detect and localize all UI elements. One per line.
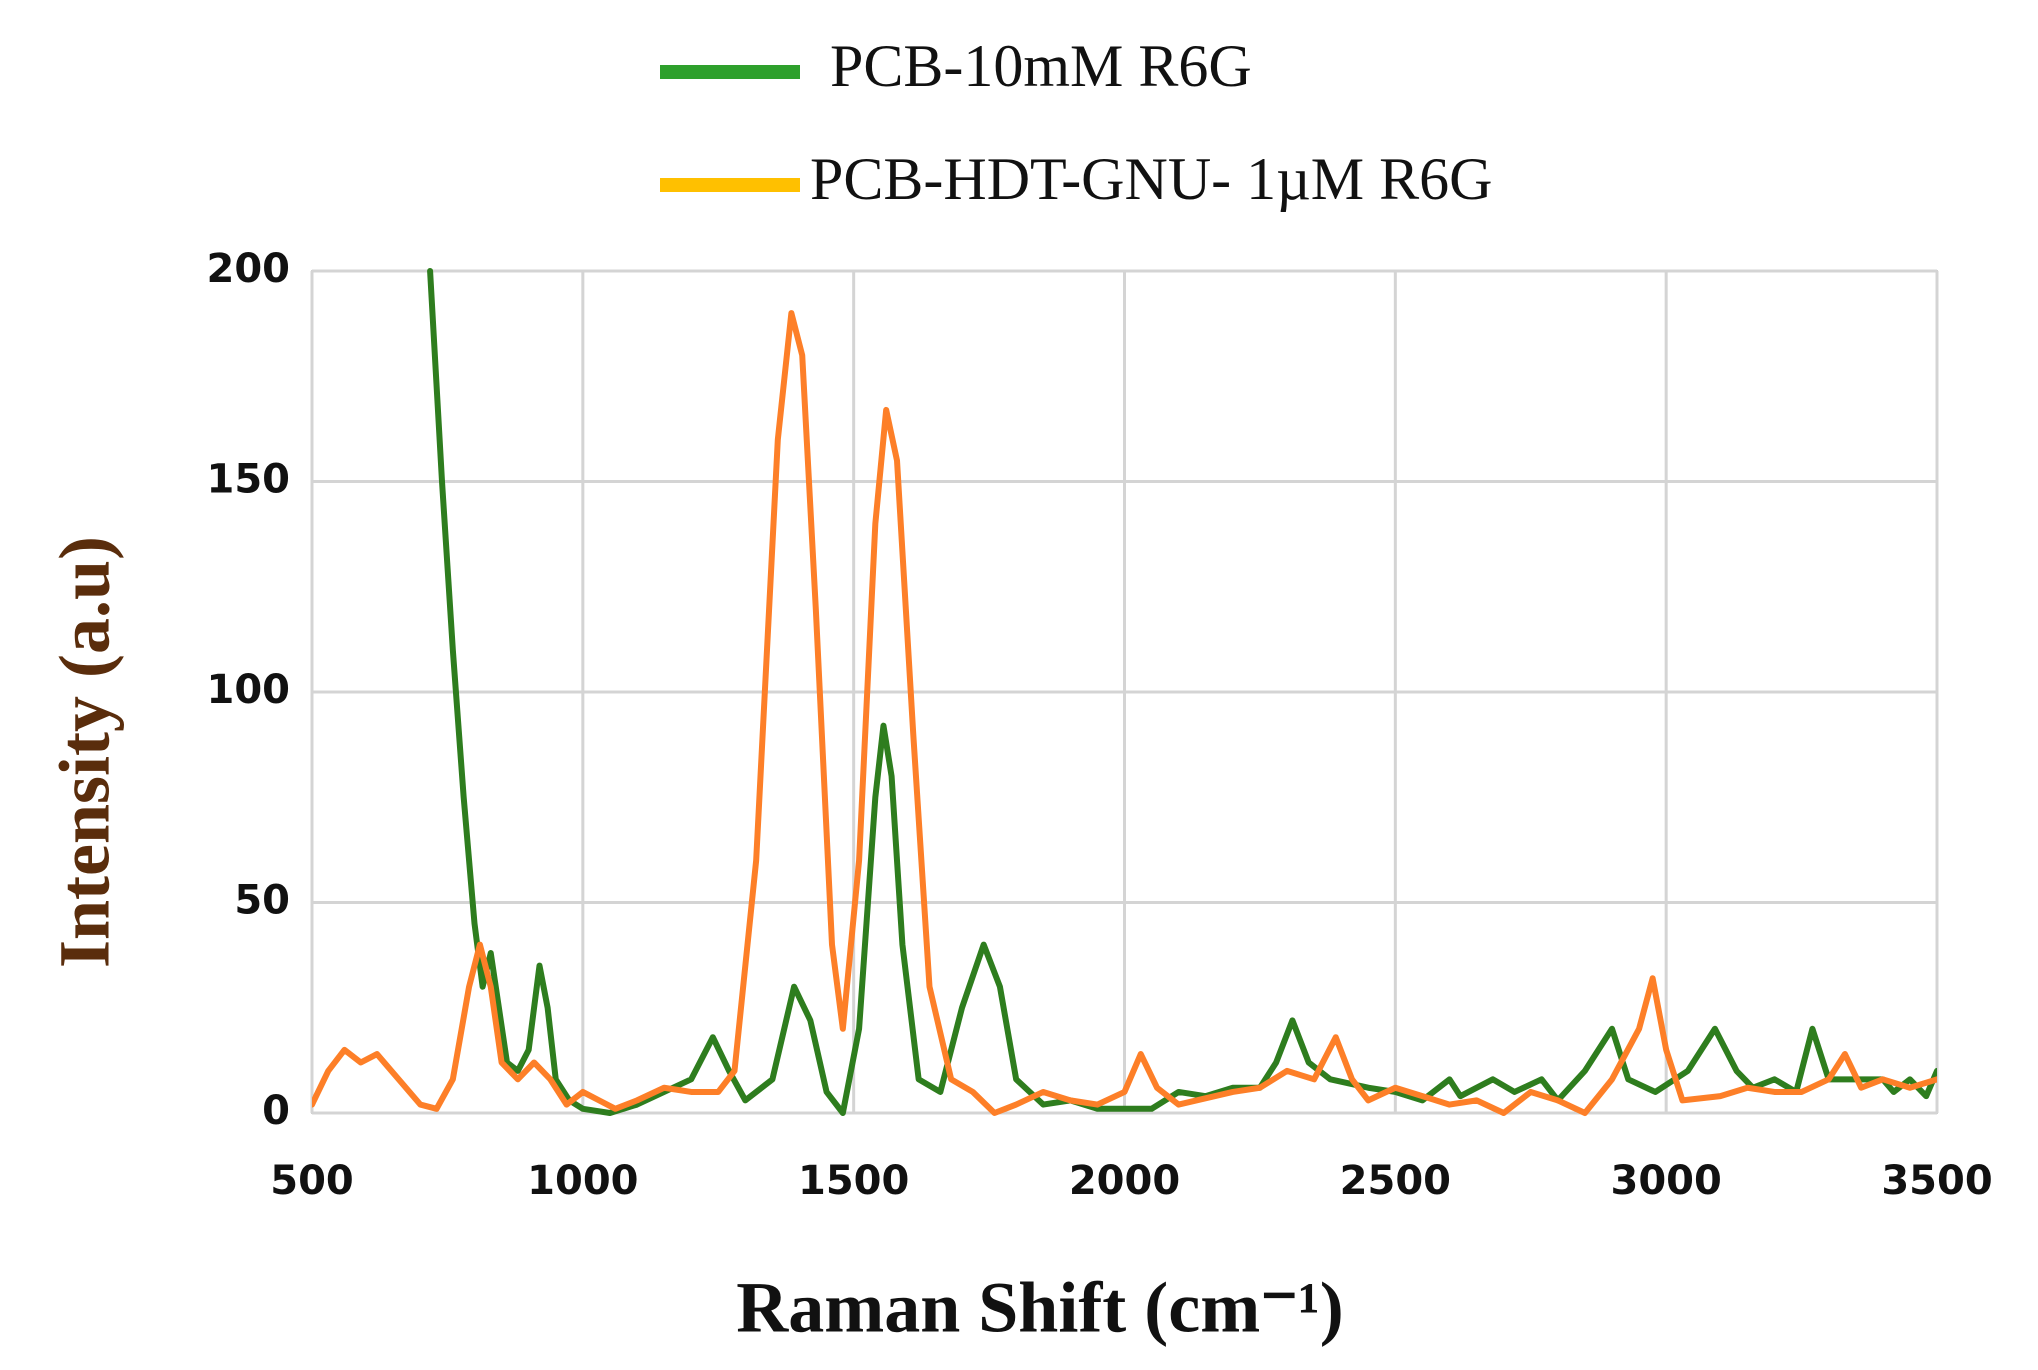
y-tick-label: 0: [262, 1088, 290, 1134]
y-axis-title: Intensity (a.u): [45, 536, 125, 968]
x-tick-label: 2500: [1340, 1158, 1451, 1204]
labels: 0 50 100 150 200 500 1000 1500 2000 2500 3000 3500 P…: [207, 33, 1993, 1204]
x-axis-title: Raman Shift (cm⁻¹): [736, 1268, 1344, 1348]
y-tick-label: 50: [234, 878, 290, 924]
y-tick-label: 200: [207, 246, 291, 292]
x-tick-label: 500: [270, 1158, 354, 1204]
series-line: [312, 310, 1937, 1116]
x-tick-label: 3500: [1881, 1158, 1992, 1204]
legend-label: PCB-10mM R6G: [830, 33, 1252, 99]
series-line: [427, 268, 1937, 1116]
series-lines: [312, 268, 1937, 1116]
x-tick-label: 2000: [1069, 1158, 1180, 1204]
y-tick-label: 150: [207, 457, 291, 503]
x-tick-label: 1500: [798, 1158, 909, 1204]
grid: [310, 269, 1939, 1115]
x-tick-label: 1000: [527, 1158, 638, 1204]
x-tick-label: 3000: [1611, 1158, 1722, 1204]
y-tick-label: 100: [207, 667, 291, 713]
legend-label: PCB-HDT-GNU- 1µM R6G: [810, 146, 1492, 212]
